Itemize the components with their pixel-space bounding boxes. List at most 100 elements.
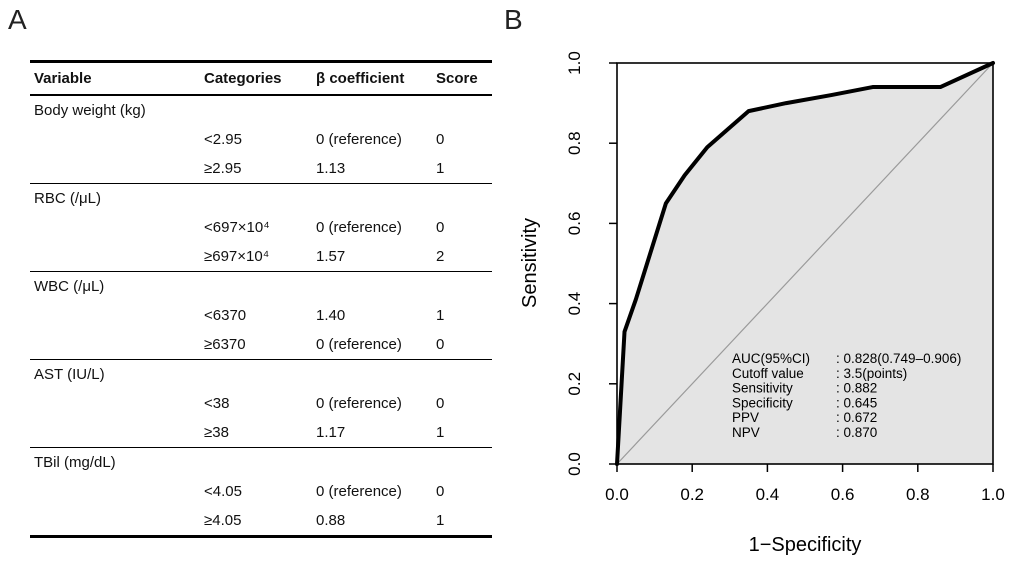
y-tick-label: 0.6 [565,212,584,236]
annotation-stat-label: Cutoff value [732,366,804,381]
y-tick-label: 1.0 [565,51,584,75]
variable-row: RBC (/μL) [30,184,492,214]
y-tick-label: 0.4 [565,292,584,316]
table-group: AST (IU/L) <38 0 (reference) 0 ≥38 1.17 1 [30,359,492,448]
category-cell: ≥4.05 [204,512,242,529]
variable-row: AST (IU/L) [30,360,492,390]
table-row: ≥6370 0 (reference) 0 [30,330,492,360]
indent-cell [30,213,200,242]
category-cell: ≥2.95 [204,160,242,177]
table-group: WBC (/μL) <6370 1.40 1 ≥6370 0 (reference) 0 [30,271,492,360]
beta-cell: 0 (reference) [316,395,402,412]
indent-cell [30,125,200,154]
table-row: ≥38 1.17 1 [30,418,492,448]
x-tick-label: 0.6 [831,485,855,504]
x-axis: 0.0 0.2 0.4 0.6 0.8 1.0 [605,464,1005,504]
annotation-stat-value: : 0.870 [836,425,877,440]
category-cell: ≥38 [204,424,229,441]
indent-cell [30,506,200,537]
variable-row: TBil (mg/dL) [30,448,492,478]
annotation-stat-label: NPV [732,425,760,440]
panel-a-label: A [8,4,27,35]
indent-cell [30,154,200,184]
beta-cell: 1.40 [316,307,346,324]
score-cell: 1 [436,160,445,177]
y-axis-title: Sensitivity [519,218,541,308]
indent-cell [30,418,200,448]
table-row: ≥2.95 1.13 1 [30,154,492,184]
variable-name: WBC (/μL) [34,278,105,295]
score-cell: 1 [436,424,445,441]
indent-cell [30,330,200,360]
header-score: Score [432,60,492,96]
y-tick-label: 0.8 [565,131,584,155]
table-row: <2.95 0 (reference) 0 [30,125,492,154]
roc-curve [615,61,995,466]
beta-cell: 0 (reference) [316,131,402,148]
score-cell: 0 [436,395,445,412]
category-cell: <4.05 [204,483,242,500]
category-cell: ≥6370 [204,336,246,353]
beta-cell: 0.88 [316,512,346,529]
annotation-stat-value: : 0.828(0.749–0.906) [836,351,961,366]
table-row: <697×10⁴ 0 (reference) 0 [30,213,492,242]
beta-cell: 0 (reference) [316,219,402,236]
variable-name: AST (IU/L) [34,366,105,383]
x-axis-title: 1−Specificity [749,534,862,556]
indent-cell [30,242,200,272]
beta-cell: 0 (reference) [316,336,402,353]
table-row: <38 0 (reference) 0 [30,389,492,418]
category-cell: ≥697×10⁴ [204,248,270,265]
roc-annotation: AUC(95%CI) : 0.828(0.749–0.906) Cutoff val… [732,351,961,440]
variable-name: TBil (mg/dL) [34,454,116,471]
variable-name: Body weight (kg) [34,102,146,119]
roc-plot-svg: 0.0 0.2 0.4 0.6 0.8 1.0 0.0 0.2 0.4 0.6 0.8 1.0 1−… [519,51,1005,556]
annotation-stat-value: : 0.672 [836,410,877,425]
annotation-stat-label: PPV [732,410,759,425]
annotation-stat-value: : 0.645 [836,395,877,410]
table-group: TBil (mg/dL) <4.05 0 (reference) 0 ≥4.05 0.88… [30,447,492,537]
panel-b-label: B [504,4,523,35]
chance-line [616,62,994,465]
score-cell: 0 [436,336,445,353]
score-cell: 2 [436,248,445,265]
indent-cell [30,389,200,418]
x-tick-label: 1.0 [981,485,1005,504]
table-group: RBC (/μL) <697×10⁴ 0 (reference) 0 ≥697×10⁴ 1… [30,183,492,272]
beta-cell: 1.17 [316,424,346,441]
category-cell: <38 [204,395,230,412]
x-tick-label: 0.2 [680,485,704,504]
score-cell: 0 [436,483,445,500]
variable-row: Body weight (kg) [30,95,492,125]
y-tick-label: 0.0 [565,452,584,476]
table-group: Body weight (kg) <2.95 0 (reference) 0 ≥2.95… [30,95,492,184]
x-tick-label: 0.4 [756,485,780,504]
category-cell: <697×10⁴ [204,219,270,236]
category-cell: <2.95 [204,131,242,148]
plot-frame [616,62,994,465]
score-cell: 0 [436,219,445,236]
indent-cell [30,477,200,506]
table-row: <6370 1.40 1 [30,301,492,330]
table-row: ≥697×10⁴ 1.57 2 [30,242,492,272]
category-cell: <6370 [204,307,247,324]
variable-name: RBC (/μL) [34,190,101,207]
score-table-header: Variable Categories β coefficient Score [30,60,492,96]
indent-cell [30,301,200,330]
roc-plot: 0.0 0.2 0.4 0.6 0.8 1.0 0.0 0.2 0.4 0.6 0.8 1.0 1−… [514,0,1024,574]
score-cell: 1 [436,307,445,324]
annotation-stat-value: : 3.5(points) [836,366,907,381]
header-variable: Variable [30,60,200,96]
beta-cell: 1.57 [316,248,346,265]
annotation-stat-label: AUC(95%CI) [732,351,810,366]
annotation-stat-value: : 0.882 [836,381,877,396]
score-cell: 0 [436,131,445,148]
table-row: <4.05 0 (reference) 0 [30,477,492,506]
x-tick-label: 0.0 [605,485,629,504]
score-table: Variable Categories β coefficient Score … [30,60,492,538]
header-categories: Categories [200,60,312,96]
table-row: ≥4.05 0.88 1 [30,506,492,537]
score-cell: 1 [436,512,445,529]
beta-cell: 1.13 [316,160,346,177]
y-tick-label: 0.2 [565,372,584,396]
